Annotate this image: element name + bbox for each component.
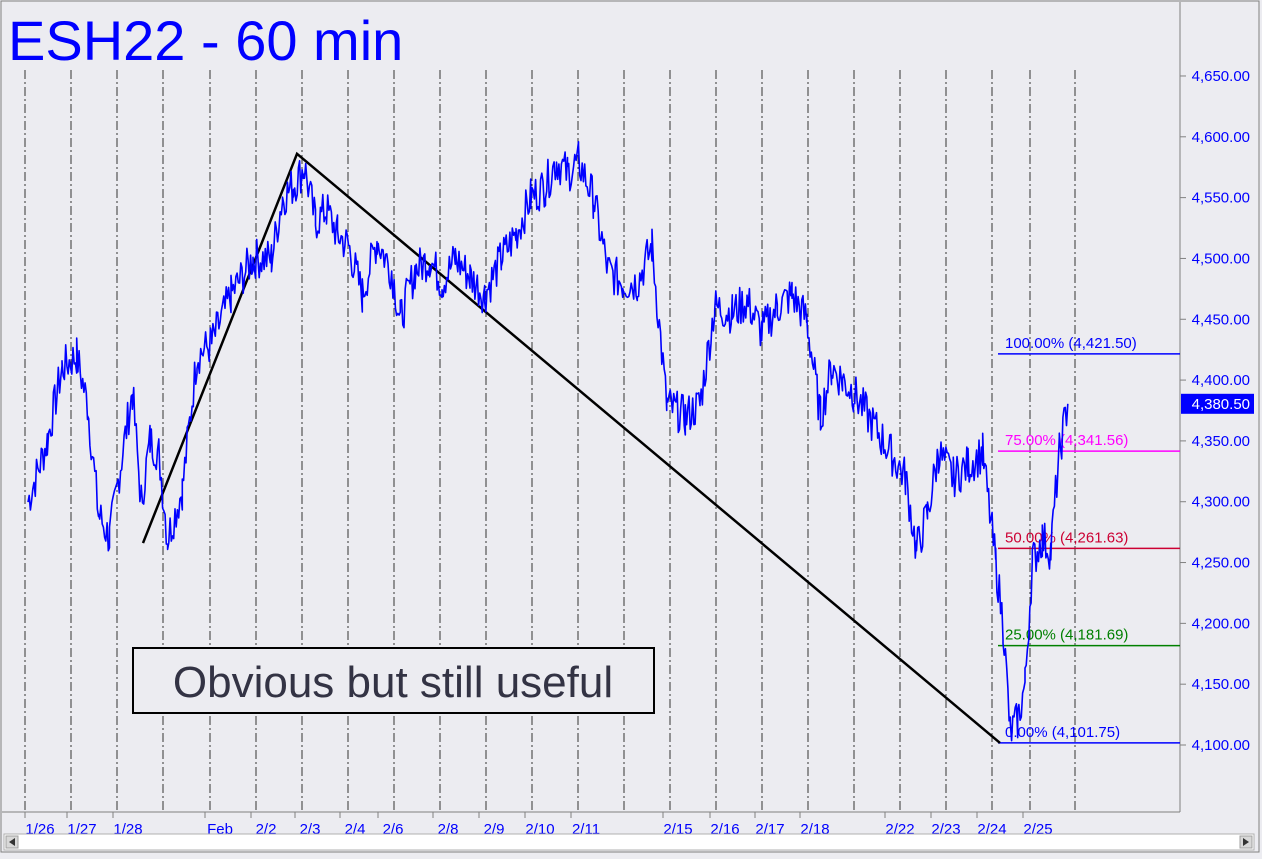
- retracement-label: 0.00% (4,101.75): [1005, 724, 1120, 741]
- y-tick-label: 4,450.00: [1192, 311, 1250, 328]
- retracement-label: 50.00% (4,261.63): [1005, 529, 1128, 546]
- annotation-box: [132, 647, 655, 714]
- retracement-label: 100.00% (4,421.50): [1005, 335, 1137, 352]
- y-tick-label: 4,150.00: [1192, 676, 1250, 693]
- y-tick-label: 4,100.00: [1192, 737, 1250, 754]
- horizontal-scrollbar[interactable]: [3, 833, 1255, 851]
- swing-lines: [141, 151, 1001, 744]
- price-line: [27, 141, 1069, 742]
- price-series: [27, 141, 1069, 742]
- y-tick-label: 4,400.00: [1192, 372, 1250, 389]
- y-tick-label: 4,500.00: [1192, 250, 1250, 267]
- retracement-label: 25.00% (4,181.69): [1005, 627, 1128, 644]
- last-price-marker: 4,380.50: [1181, 393, 1254, 414]
- chart-title: ESH22 - 60 min: [8, 9, 403, 72]
- y-tick-label: 4,200.00: [1192, 615, 1250, 632]
- chevron-left-icon: [9, 838, 15, 846]
- y-tick-label: 4,600.00: [1192, 129, 1250, 146]
- y-tick-label: 4,350.00: [1192, 433, 1250, 450]
- last-price-box: [1181, 393, 1254, 414]
- retracement-levels: 100.00% (4,421.50) 75.00% (4,341.56) 50.00…: [998, 335, 1180, 744]
- last-price-label: 4,380.50: [1192, 396, 1250, 413]
- retracement-label: 75.00% (4,341.56): [1005, 432, 1128, 449]
- y-tick-label: 4,550.00: [1192, 190, 1250, 207]
- swing-line: [141, 151, 1001, 744]
- y-tick-label: 4,250.00: [1192, 555, 1250, 572]
- annotation-text: Obvious but still useful: [173, 658, 613, 707]
- price-axis: 4,100.00 4,150.00 4,200.00 4,250.00 4,300.00…: [1180, 68, 1250, 754]
- y-tick-label: 4,650.00: [1192, 68, 1250, 85]
- chevron-right-icon: [1243, 838, 1249, 846]
- y-tick-label: 4,300.00: [1192, 494, 1250, 511]
